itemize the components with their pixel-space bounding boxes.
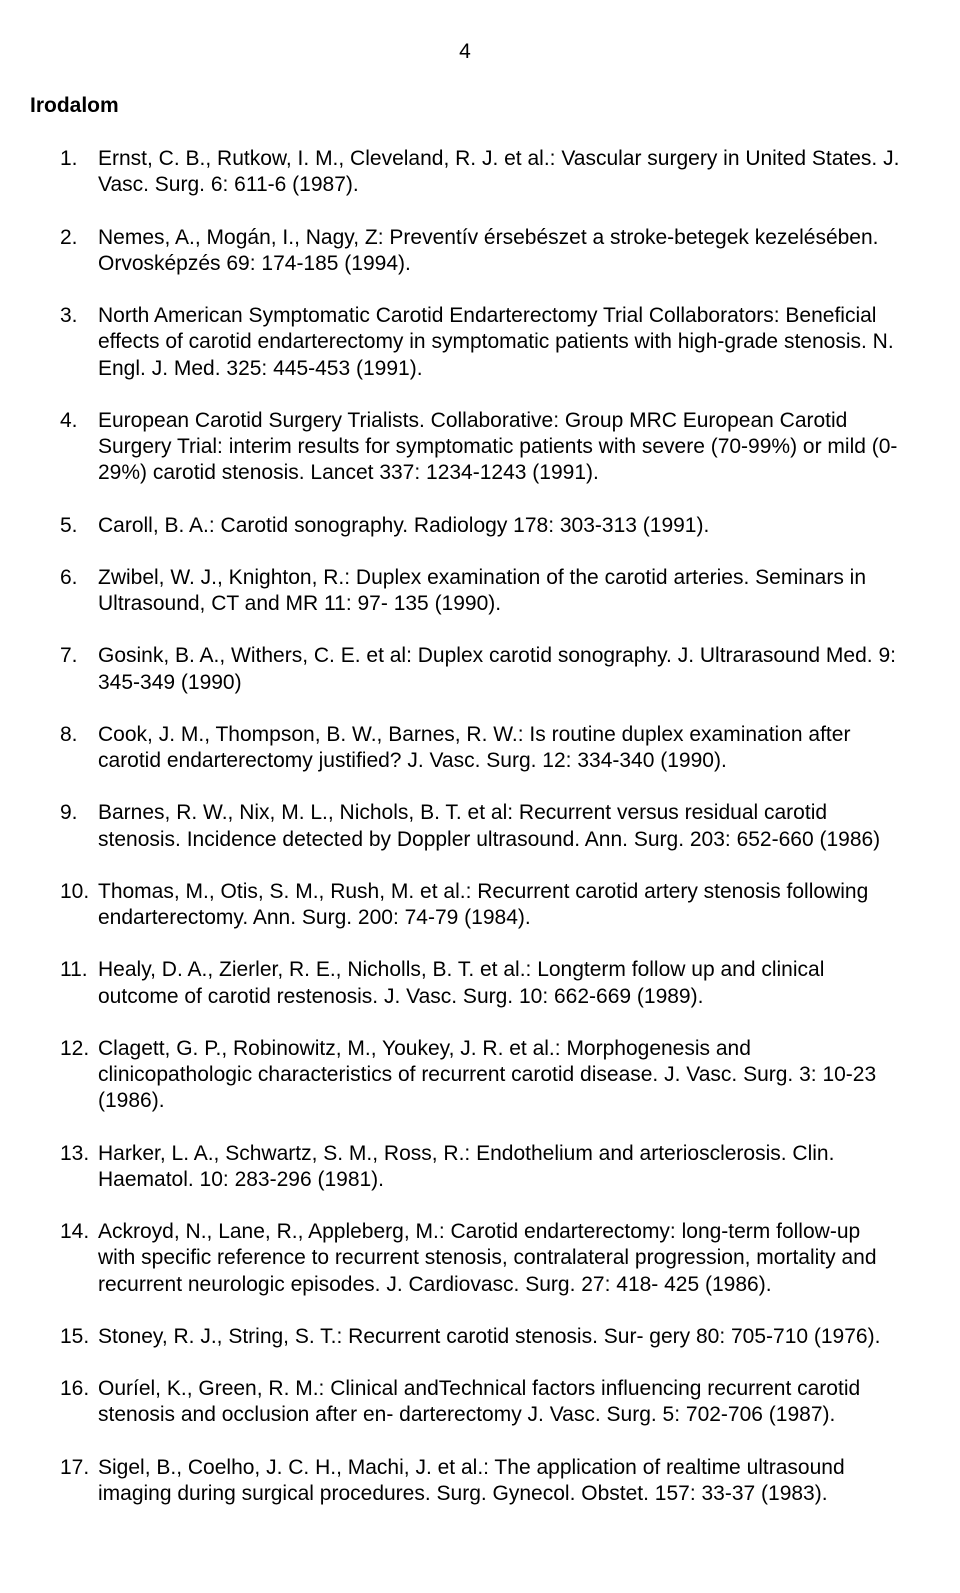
reference-text: Cook, J. M., Thompson, B. W., Barnes, R.… <box>98 722 900 775</box>
reference-text: North American Symptomatic Carotid Endar… <box>98 303 900 382</box>
reference-item: 17.Sigel, B., Coelho, J. C. H., Machi, J… <box>30 1455 900 1508</box>
reference-text: Clagett, G. P., Robinowitz, M., Youkey, … <box>98 1036 900 1115</box>
reference-number: 15. <box>60 1324 98 1350</box>
document-page: 4 Irodalom 1.Ernst, C. B., Rutkow, I. M.… <box>0 0 960 1593</box>
reference-number: 11. <box>60 957 98 1010</box>
reference-number: 14. <box>60 1219 98 1298</box>
reference-item: 8.Cook, J. M., Thompson, B. W., Barnes, … <box>30 722 900 775</box>
reference-number: 17. <box>60 1455 98 1508</box>
reference-item: 11.Healy, D. A., Zierler, R. E., Nicholl… <box>30 957 900 1010</box>
reference-number: 8. <box>60 722 98 775</box>
reference-text: Thomas, M., Otis, S. M., Rush, M. et al.… <box>98 879 900 932</box>
reference-item: 4.European Carotid Surgery Trialists. Co… <box>30 408 900 487</box>
reference-item: 12.Clagett, G. P., Robinowitz, M., Youke… <box>30 1036 900 1115</box>
reference-text: Stoney, R. J., String, S. T.: Recurrent … <box>98 1324 900 1350</box>
reference-number: 1. <box>60 146 98 199</box>
reference-number: 16. <box>60 1376 98 1429</box>
reference-text: Zwibel, W. J., Knighton, R.: Duplex exam… <box>98 565 900 618</box>
reference-number: 2. <box>60 225 98 278</box>
reference-text: Barnes, R. W., Nix, M. L., Nichols, B. T… <box>98 800 900 853</box>
reference-number: 3. <box>60 303 98 382</box>
reference-list: 1.Ernst, C. B., Rutkow, I. M., Cleveland… <box>30 146 900 1507</box>
page-number: 4 <box>30 40 900 64</box>
section-title: Irodalom <box>30 94 900 118</box>
reference-text: Ernst, C. B., Rutkow, I. M., Cleveland, … <box>98 146 900 199</box>
reference-number: 6. <box>60 565 98 618</box>
reference-item: 2.Nemes, A., Mogán, I., Nagy, Z: Prevent… <box>30 225 900 278</box>
reference-item: 15.Stoney, R. J., String, S. T.: Recurre… <box>30 1324 900 1350</box>
reference-number: 13. <box>60 1141 98 1194</box>
reference-number: 5. <box>60 513 98 539</box>
reference-text: European Carotid Surgery Trialists. Coll… <box>98 408 900 487</box>
reference-text: Ackroyd, N., Lane, R., Appleberg, M.: Ca… <box>98 1219 900 1298</box>
reference-number: 12. <box>60 1036 98 1115</box>
reference-text: Healy, D. A., Zierler, R. E., Nicholls, … <box>98 957 900 1010</box>
reference-text: Harker, L. A., Schwartz, S. M., Ross, R.… <box>98 1141 900 1194</box>
reference-item: 3.North American Symptomatic Carotid End… <box>30 303 900 382</box>
reference-number: 7. <box>60 643 98 696</box>
reference-text: Ouríel, K., Green, R. M.: Clinical andTe… <box>98 1376 900 1429</box>
reference-item: 1.Ernst, C. B., Rutkow, I. M., Cleveland… <box>30 146 900 199</box>
reference-text: Caroll, B. A.: Carotid sonography. Radio… <box>98 513 900 539</box>
reference-item: 6.Zwibel, W. J., Knighton, R.: Duplex ex… <box>30 565 900 618</box>
reference-item: 14.Ackroyd, N., Lane, R., Appleberg, M.:… <box>30 1219 900 1298</box>
reference-item: 9.Barnes, R. W., Nix, M. L., Nichols, B.… <box>30 800 900 853</box>
reference-number: 4. <box>60 408 98 487</box>
reference-text: Nemes, A., Mogán, I., Nagy, Z: Preventív… <box>98 225 900 278</box>
reference-text: Gosink, B. A., Withers, C. E. et al: Dup… <box>98 643 900 696</box>
reference-item: 5.Caroll, B. A.: Carotid sonography. Rad… <box>30 513 900 539</box>
reference-number: 10. <box>60 879 98 932</box>
reference-number: 9. <box>60 800 98 853</box>
reference-item: 13.Harker, L. A., Schwartz, S. M., Ross,… <box>30 1141 900 1194</box>
reference-item: 16.Ouríel, K., Green, R. M.: Clinical an… <box>30 1376 900 1429</box>
reference-text: Sigel, B., Coelho, J. C. H., Machi, J. e… <box>98 1455 900 1508</box>
reference-item: 10.Thomas, M., Otis, S. M., Rush, M. et … <box>30 879 900 932</box>
reference-item: 7.Gosink, B. A., Withers, C. E. et al: D… <box>30 643 900 696</box>
